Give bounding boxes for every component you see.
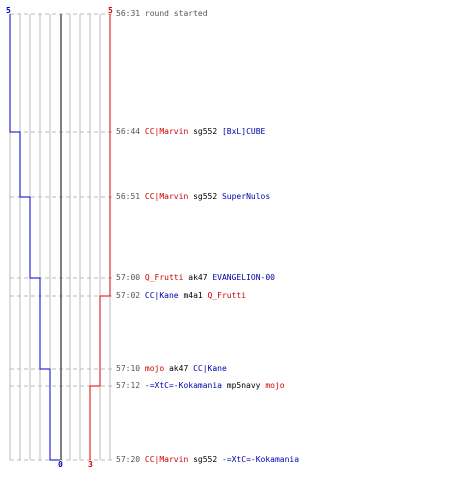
player-name: EVANGELION-00 — [212, 273, 275, 282]
weapon-name: sg552 — [188, 455, 222, 464]
player-name: mojo — [265, 381, 285, 390]
red-start-count: 5 — [108, 6, 113, 15]
event-time: 57:02 — [116, 291, 145, 300]
event-row: 57:12 -=XtC=-Kokamania mp5navy mojo — [116, 381, 285, 391]
grid-lines — [9, 14, 111, 460]
blue-team-alive-line — [9, 14, 60, 461]
red-team-alive-line — [89, 14, 111, 460]
event-row: 57:02 CC|Kane m4a1 Q_Frutti — [116, 291, 246, 301]
player-name: Q_Frutti — [207, 291, 247, 300]
blue-start-count: 5 — [6, 6, 11, 15]
player-name: [BxL]CUBE — [221, 127, 266, 136]
event-time: 56:44 — [116, 127, 145, 136]
event-time: 57:12 — [116, 381, 145, 390]
weapon-name: sg552 — [188, 192, 222, 201]
event-row: 57:10 mojo ak47 CC|Kane — [116, 364, 227, 374]
event-time: 57:10 — [116, 364, 145, 373]
player-name: Q_Frutti — [144, 273, 184, 282]
weapon-name: ak47 — [183, 273, 213, 282]
player-name: CC|Marvin — [144, 455, 189, 464]
player-name: CC|Marvin — [144, 127, 189, 136]
event-time: 56:51 — [116, 192, 145, 201]
event-row: 57:00 Q_Frutti ak47 EVANGELION-00 — [116, 273, 275, 283]
event-row: 56:51 CC|Marvin sg552 SuperNulos — [116, 192, 270, 202]
weapon-name: ak47 — [164, 364, 194, 373]
event-time: 57:00 — [116, 273, 145, 282]
player-name: -=XtC=-Kokamania — [221, 455, 300, 464]
event-row: 57:20 CC|Marvin sg552 -=XtC=-Kokamania — [116, 455, 299, 465]
player-name: SuperNulos — [221, 192, 271, 201]
player-name: -=XtC=-Kokamania — [144, 381, 222, 390]
player-name: CC|Marvin — [144, 192, 189, 201]
weapon-name: sg552 — [188, 127, 222, 136]
event-text: round started — [144, 9, 208, 18]
blue-end-count: 0 — [58, 460, 63, 469]
player-name: mojo — [144, 364, 165, 373]
event-time: 57:20 — [116, 455, 145, 464]
weapon-name: mp5navy — [221, 381, 266, 390]
weapon-name: m4a1 — [178, 291, 208, 300]
event-time: 56:31 — [116, 9, 145, 18]
player-name: CC|Kane — [144, 291, 179, 300]
event-row: 56:44 CC|Marvin sg552 [BxL]CUBE — [116, 127, 265, 137]
event-row: 56:31 round started — [116, 9, 208, 19]
player-name: CC|Kane — [193, 364, 227, 373]
red-end-count: 3 — [88, 460, 93, 469]
